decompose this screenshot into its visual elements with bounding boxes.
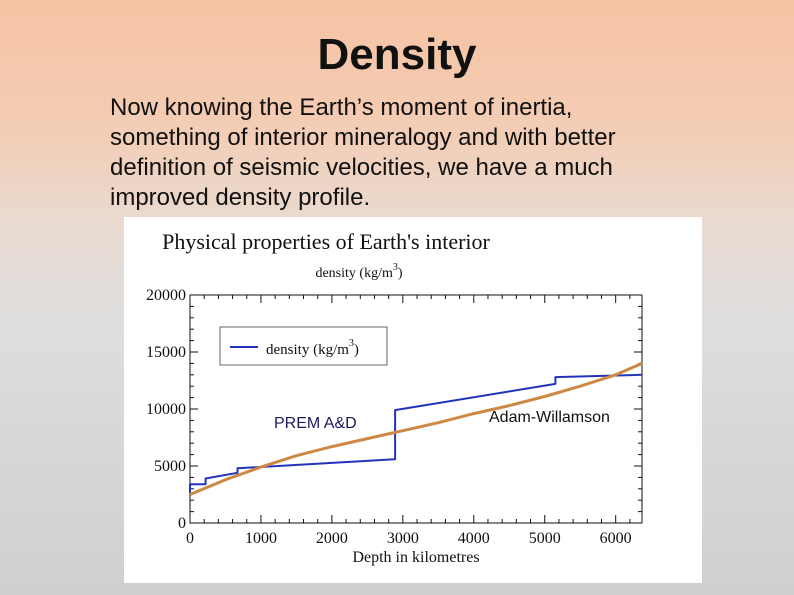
y-tick-label: 0 xyxy=(178,515,186,532)
x-tick-label: 2000 xyxy=(316,530,348,547)
legend: density (kg/m3) xyxy=(219,326,388,366)
x-tick-label: 4000 xyxy=(458,530,490,547)
density-chart: Physical properties of Earth's interior … xyxy=(146,229,643,566)
body-line: improved density profile. xyxy=(110,184,371,211)
slide-title: Density xyxy=(317,30,477,79)
slide-body-text: Now knowing the Earth’s moment of inerti… xyxy=(110,93,750,213)
x-tick-label: 5000 xyxy=(529,530,561,547)
chart-title: Physical properties of Earth's interior xyxy=(162,229,490,254)
body-line: something of interior mineralogy and wit… xyxy=(110,124,616,151)
tick-group: 0 1000 2000 3000 4000 5000 6000 0 5000 10000 15000… xyxy=(146,287,642,547)
x-tick-label: 1000 xyxy=(245,530,277,547)
annotation-prem: PREM A&D xyxy=(274,415,357,432)
chart-subtitle: density (kg/m3) xyxy=(315,262,402,281)
x-axis-label: Depth in kilometres xyxy=(352,549,479,566)
legend-label: density (kg/m3) xyxy=(266,338,359,358)
legend-label-sup: 3 xyxy=(349,338,354,349)
y-tick-label: 10000 xyxy=(146,401,186,418)
y-tick-label: 5000 xyxy=(154,458,186,475)
body-line: definition of seismic velocities, we hav… xyxy=(110,154,613,181)
series-group xyxy=(189,362,643,496)
chart-subtitle-sup: 3 xyxy=(393,262,398,273)
body-line: Now knowing the Earth’s moment of inerti… xyxy=(110,94,573,121)
series-adam-williamson-line xyxy=(189,362,643,496)
chart-subtitle-close: ) xyxy=(398,266,403,281)
y-tick-label: 15000 xyxy=(146,344,186,361)
legend-label-close: ) xyxy=(354,342,359,358)
y-tick-label: 20000 xyxy=(146,287,186,304)
series-prem-line xyxy=(189,373,643,494)
legend-label-base: density (kg/m xyxy=(266,342,349,358)
annotation-adam-williamson: Adam-Willamson xyxy=(489,409,610,426)
chart-subtitle-base: density (kg/m xyxy=(315,266,392,281)
x-tick-label: 3000 xyxy=(387,530,419,547)
density-figure: Physical properties of Earth's interior … xyxy=(124,217,702,583)
x-tick-label: 6000 xyxy=(600,530,632,547)
x-tick-label: 0 xyxy=(186,530,194,547)
